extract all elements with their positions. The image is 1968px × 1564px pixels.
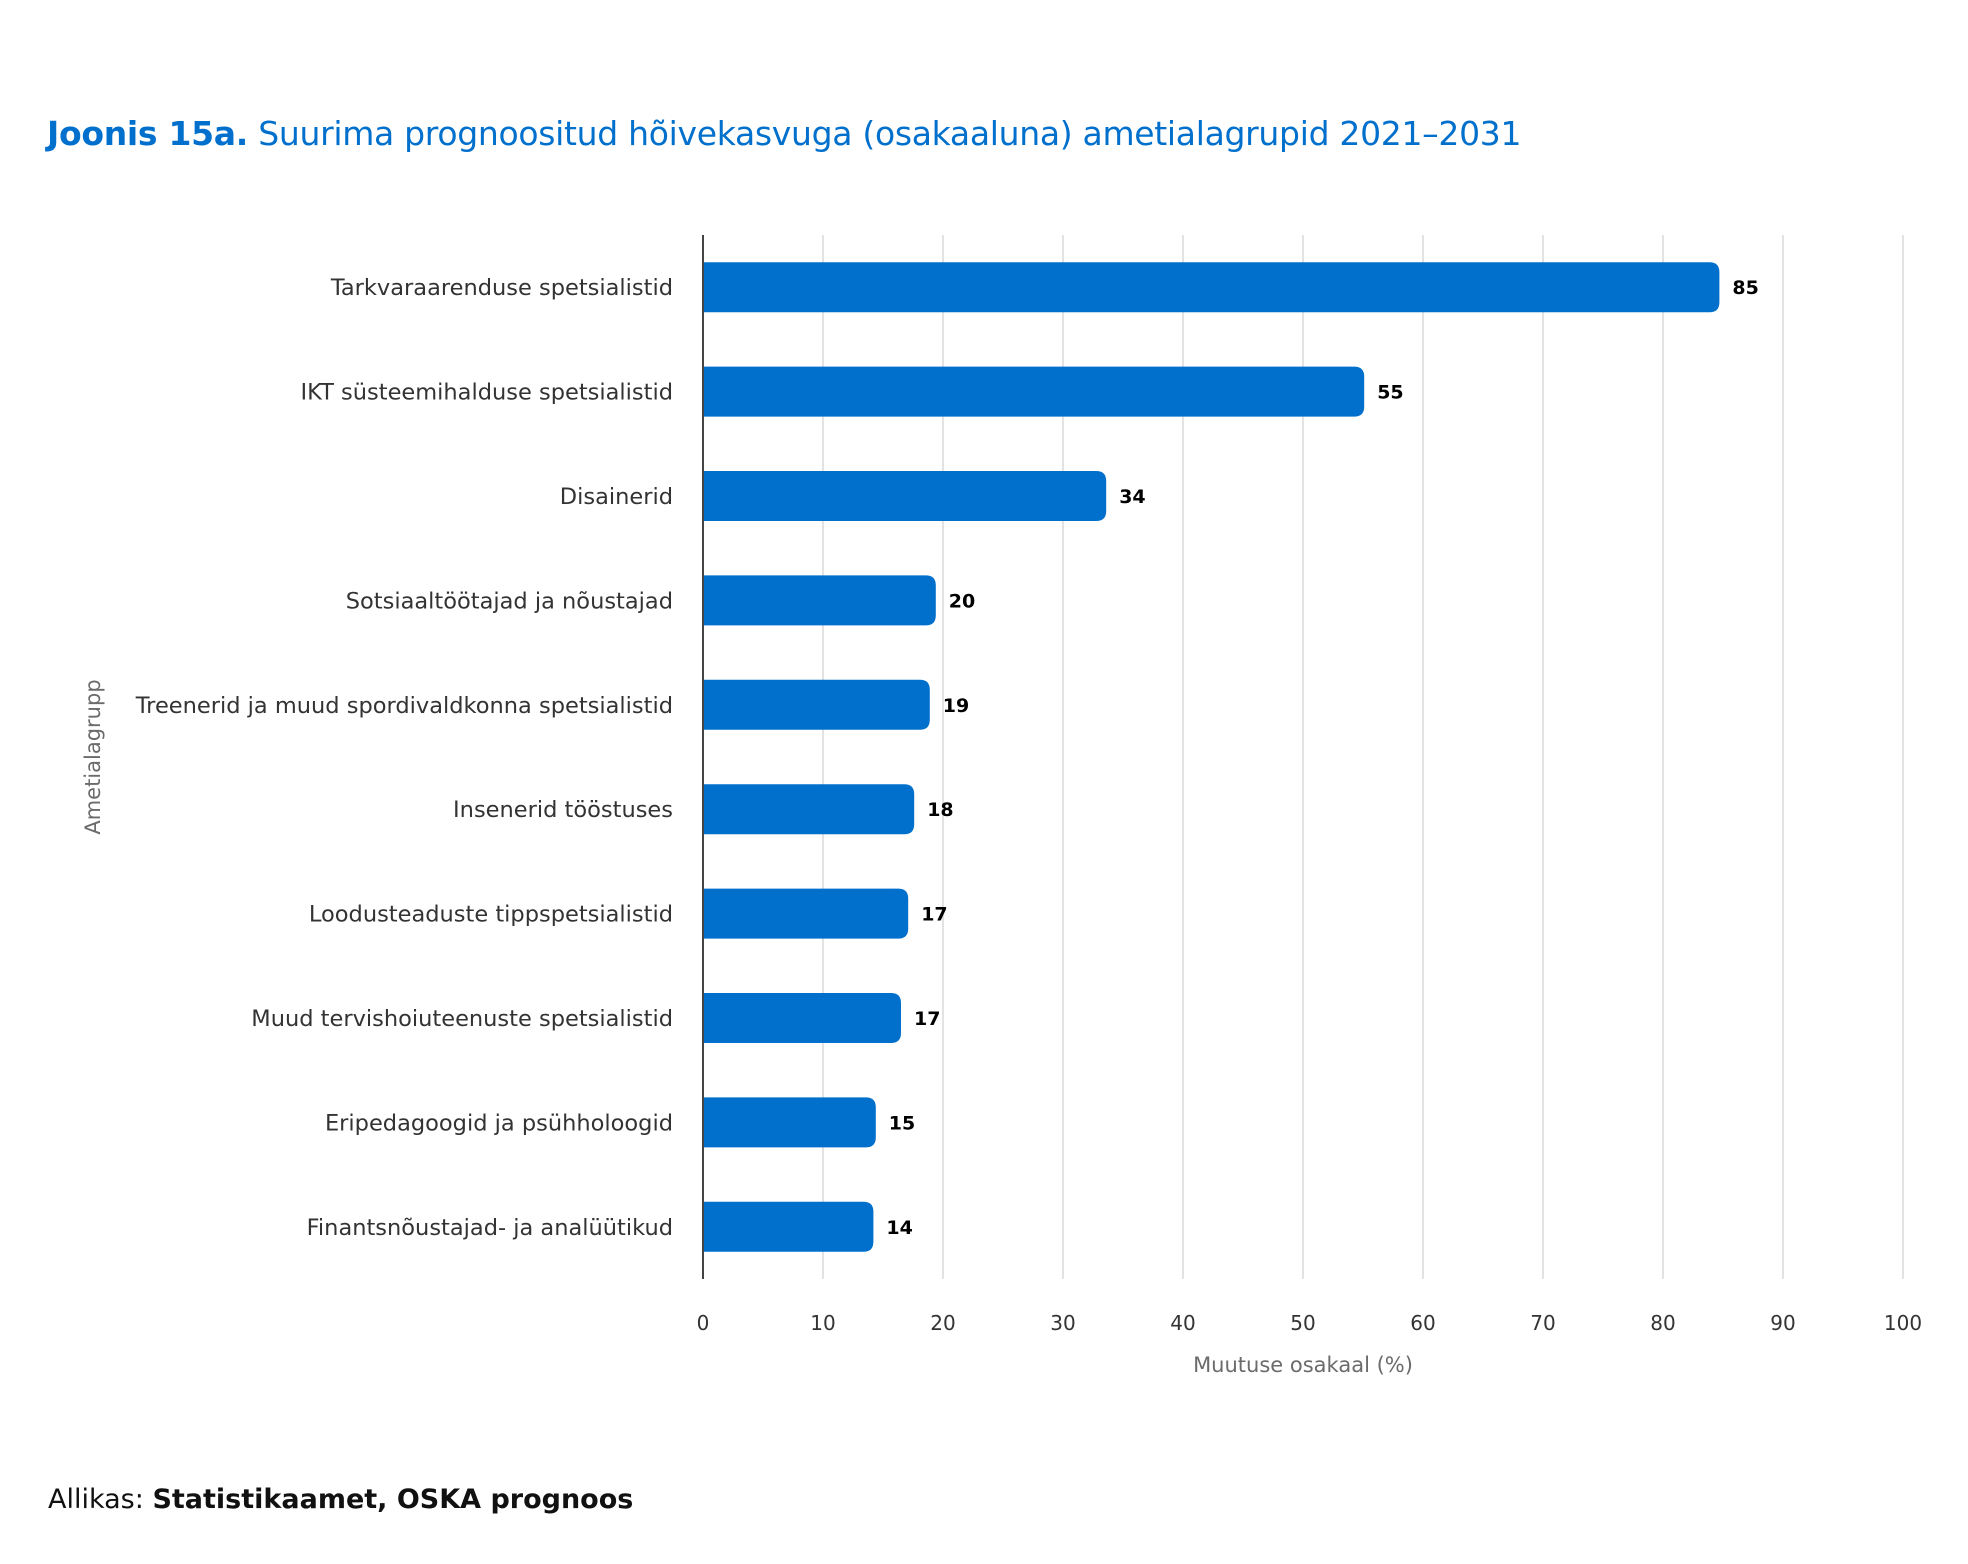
category-label: Finantsnõustajad- ja analüütikud [307, 1215, 673, 1241]
figure-title-text: Suurima prognoositud hõivekasvuga (osaka… [258, 114, 1522, 153]
bar [703, 784, 915, 835]
bar [703, 679, 930, 730]
x-tick-label: 80 [1650, 1311, 1675, 1335]
x-tick-label: 60 [1410, 1311, 1435, 1335]
figure-label: Joonis 15a. [47, 114, 248, 153]
x-tick-label: 70 [1530, 1311, 1555, 1335]
bar [703, 575, 936, 626]
category-label: Insenerid tööstuses [453, 797, 673, 823]
x-tick-label: 30 [1050, 1311, 1075, 1335]
category-label: Tarkvaraarenduse spetsialistid [330, 275, 673, 301]
x-tick-label: 40 [1170, 1311, 1195, 1335]
category-label: Muud tervishoiuteenuste spetsialistid [251, 1006, 673, 1032]
source-value: Statistikaamet, OSKA prognoos [152, 1484, 634, 1515]
bar [703, 1201, 874, 1252]
category-label: Disainerid [560, 484, 673, 510]
source-label: Allikas: [48, 1484, 144, 1515]
category-label: Loodusteaduste tippspetsialistid [309, 902, 673, 928]
x-tick-label: 100 [1884, 1311, 1922, 1335]
category-label: Treenerid ja muud spordivaldkonna spetsi… [135, 693, 673, 719]
value-label: 17 [914, 1008, 940, 1030]
category-label: IKT süsteemihalduse spetsialistid [301, 380, 674, 406]
source-note: Allikas: Statistikaamet, OSKA prognoos [48, 1484, 633, 1515]
x-tick-label: 0 [697, 1311, 710, 1335]
bars [703, 262, 1720, 1252]
bar [703, 1097, 876, 1148]
y-axis-title: Ametialagrupp [81, 679, 105, 834]
value-label: 14 [886, 1217, 912, 1239]
x-tick-label: 90 [1770, 1311, 1795, 1335]
category-label: Eripedagoogid ja psühholoogid [325, 1110, 673, 1136]
bar [703, 262, 1720, 313]
category-labels: Tarkvaraarenduse spetsialistid IKT süstee… [135, 275, 673, 1241]
value-label: 18 [927, 799, 953, 821]
value-label: 19 [943, 695, 969, 717]
bar [703, 993, 901, 1043]
category-label: Sotsiaaltöötajad ja nõustajad [346, 588, 673, 614]
value-labels: 85 55 34 20 19 18 17 17 15 14 [886, 277, 1758, 1239]
x-tick-label: 10 [810, 1311, 835, 1335]
value-label: 34 [1119, 486, 1145, 508]
bar [703, 888, 909, 939]
x-axis-title: Muutuse osakaal (%) [1193, 1353, 1413, 1377]
value-label: 17 [921, 904, 947, 926]
x-tick-label: 20 [930, 1311, 955, 1335]
value-label: 20 [949, 590, 975, 612]
value-label: 85 [1732, 277, 1758, 299]
bar [703, 366, 1365, 417]
value-label: 55 [1377, 382, 1403, 404]
chart-title: Joonis 15a. Suurima prognoositud hõiveka… [47, 114, 1521, 153]
x-tick-label: 50 [1290, 1311, 1315, 1335]
x-tick-labels: 0 10 20 30 40 50 60 70 80 90 100 [697, 1311, 1922, 1335]
bar [703, 471, 1107, 521]
value-label: 15 [889, 1112, 915, 1134]
